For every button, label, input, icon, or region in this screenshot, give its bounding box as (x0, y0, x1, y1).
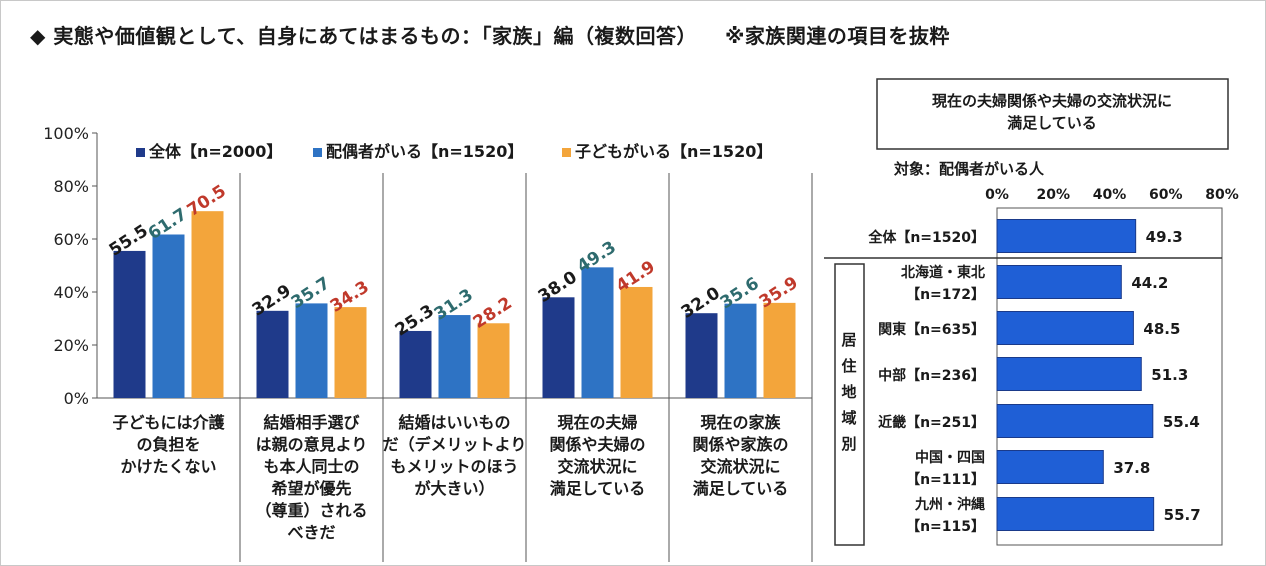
bar (152, 234, 185, 398)
bar-value-label: 48.5 (1143, 320, 1180, 338)
page-title: ◆ 実態や価値観として、自身にあてはまるもの：「家族」編（複数回答） ※家族関連の… (30, 20, 950, 49)
category-label: 結婚はいいもの (398, 413, 510, 432)
row-label: 【n=115】 (906, 519, 985, 535)
category-label: かけたくない (120, 457, 216, 476)
row-label: 九州・沖縄 (914, 496, 985, 513)
category-label: 希望が優先 (271, 479, 351, 498)
category-label: 現在の家族 (700, 413, 781, 432)
bar (113, 250, 146, 398)
legend-swatch (136, 148, 145, 157)
bar (996, 497, 1155, 531)
row-label: 【n=111】 (906, 472, 985, 488)
x-tick-label: 80% (1205, 187, 1239, 203)
category-label: が大きい） (414, 479, 494, 498)
category-label: 満足している (550, 479, 646, 498)
category-label: だ（デメリットより (383, 435, 527, 454)
panel-title: 現在の夫婦関係や夫婦の交流状況に (932, 92, 1172, 110)
legend-swatch (313, 148, 322, 157)
legend-label: 子どもがいる【n=1520】 (575, 142, 772, 161)
category-label: 関係や夫婦の (549, 435, 645, 454)
bar (996, 357, 1142, 391)
row-label: 北海道・東北 (901, 264, 985, 281)
category-label: の負担を (136, 435, 200, 454)
row-label: 中国・四国 (915, 449, 985, 466)
category-label: 結婚相手選び (263, 413, 360, 432)
panel-subtitle: 対象：配偶者がいる人 (893, 160, 1045, 178)
bar (996, 404, 1154, 438)
region-group-label: 住 (841, 357, 856, 375)
bar (542, 297, 575, 398)
category-label: は親の意見より (256, 435, 368, 454)
row-label: 【n=172】 (906, 287, 985, 303)
y-tick-label: 0% (64, 389, 89, 408)
x-tick-label: 40% (1093, 187, 1127, 203)
bar (438, 315, 471, 398)
region-group-label: 居 (841, 331, 856, 349)
legend-label: 配偶者がいる【n=1520】 (326, 142, 523, 161)
bar (477, 323, 510, 398)
row-label: 中部【n=236】 (878, 367, 985, 384)
panel-title: 満足している (1007, 114, 1097, 132)
legend-label: 全体【n=2000】 (148, 142, 282, 161)
bar-value-label: 55.7 (1164, 506, 1201, 524)
x-tick-label: 0% (985, 187, 1009, 203)
bar (996, 450, 1104, 484)
bar (996, 219, 1137, 253)
category-label: べきだ (287, 523, 335, 542)
legend-swatch (562, 148, 571, 157)
x-tick-label: 20% (1036, 187, 1070, 203)
category-label: 交流状況に (700, 457, 780, 476)
bar-value-label: 37.8 (1113, 459, 1150, 477)
bar-value-label: 49.3 (1146, 228, 1183, 246)
category-label: 満足している (693, 479, 789, 498)
category-label: （尊重）される (255, 501, 367, 520)
bar-value-label: 51.3 (1151, 366, 1188, 384)
bar (334, 307, 367, 398)
region-group-label: 別 (840, 435, 856, 453)
bar (399, 330, 432, 398)
bar (295, 303, 328, 398)
bar (581, 267, 614, 398)
bar (996, 311, 1134, 345)
bar (256, 310, 289, 398)
bar-value-label: 44.2 (1131, 274, 1168, 292)
title-note: ※家族関連の項目を抜粋 (724, 24, 950, 48)
x-tick-label: 60% (1149, 187, 1183, 203)
y-tick-label: 20% (53, 336, 89, 355)
y-tick-label: 60% (53, 230, 89, 249)
panel-title-box (876, 78, 1229, 150)
category-label: もメリットのほう (390, 457, 518, 476)
bar (685, 313, 718, 398)
y-tick-label: 100% (43, 124, 89, 143)
y-tick-label: 80% (53, 177, 89, 196)
category-label: も本人同士の (263, 457, 359, 476)
row-label: 全体【n=1520】 (867, 229, 985, 246)
category-label: 現在の夫婦 (557, 413, 637, 432)
bar (724, 303, 757, 398)
region-group-box (834, 263, 865, 546)
category-label: 子どもには介護 (112, 413, 225, 432)
bar (620, 286, 653, 398)
row-label: 近畿【n=251】 (878, 414, 985, 431)
bar (763, 302, 796, 398)
bar (996, 265, 1122, 299)
bar-value-label: 55.4 (1163, 413, 1200, 431)
region-group-label: 域 (841, 409, 856, 427)
bar (191, 211, 224, 398)
category-label: 関係や家族の (692, 435, 788, 454)
category-label: 交流状況に (557, 457, 637, 476)
title-text: ◆ 実態や価値観として、自身にあてはまるもの：「家族」編（複数回答） (30, 24, 697, 48)
y-tick-label: 40% (53, 283, 89, 302)
region-group-label: 地 (841, 383, 856, 401)
row-label: 関東【n=635】 (878, 321, 985, 338)
